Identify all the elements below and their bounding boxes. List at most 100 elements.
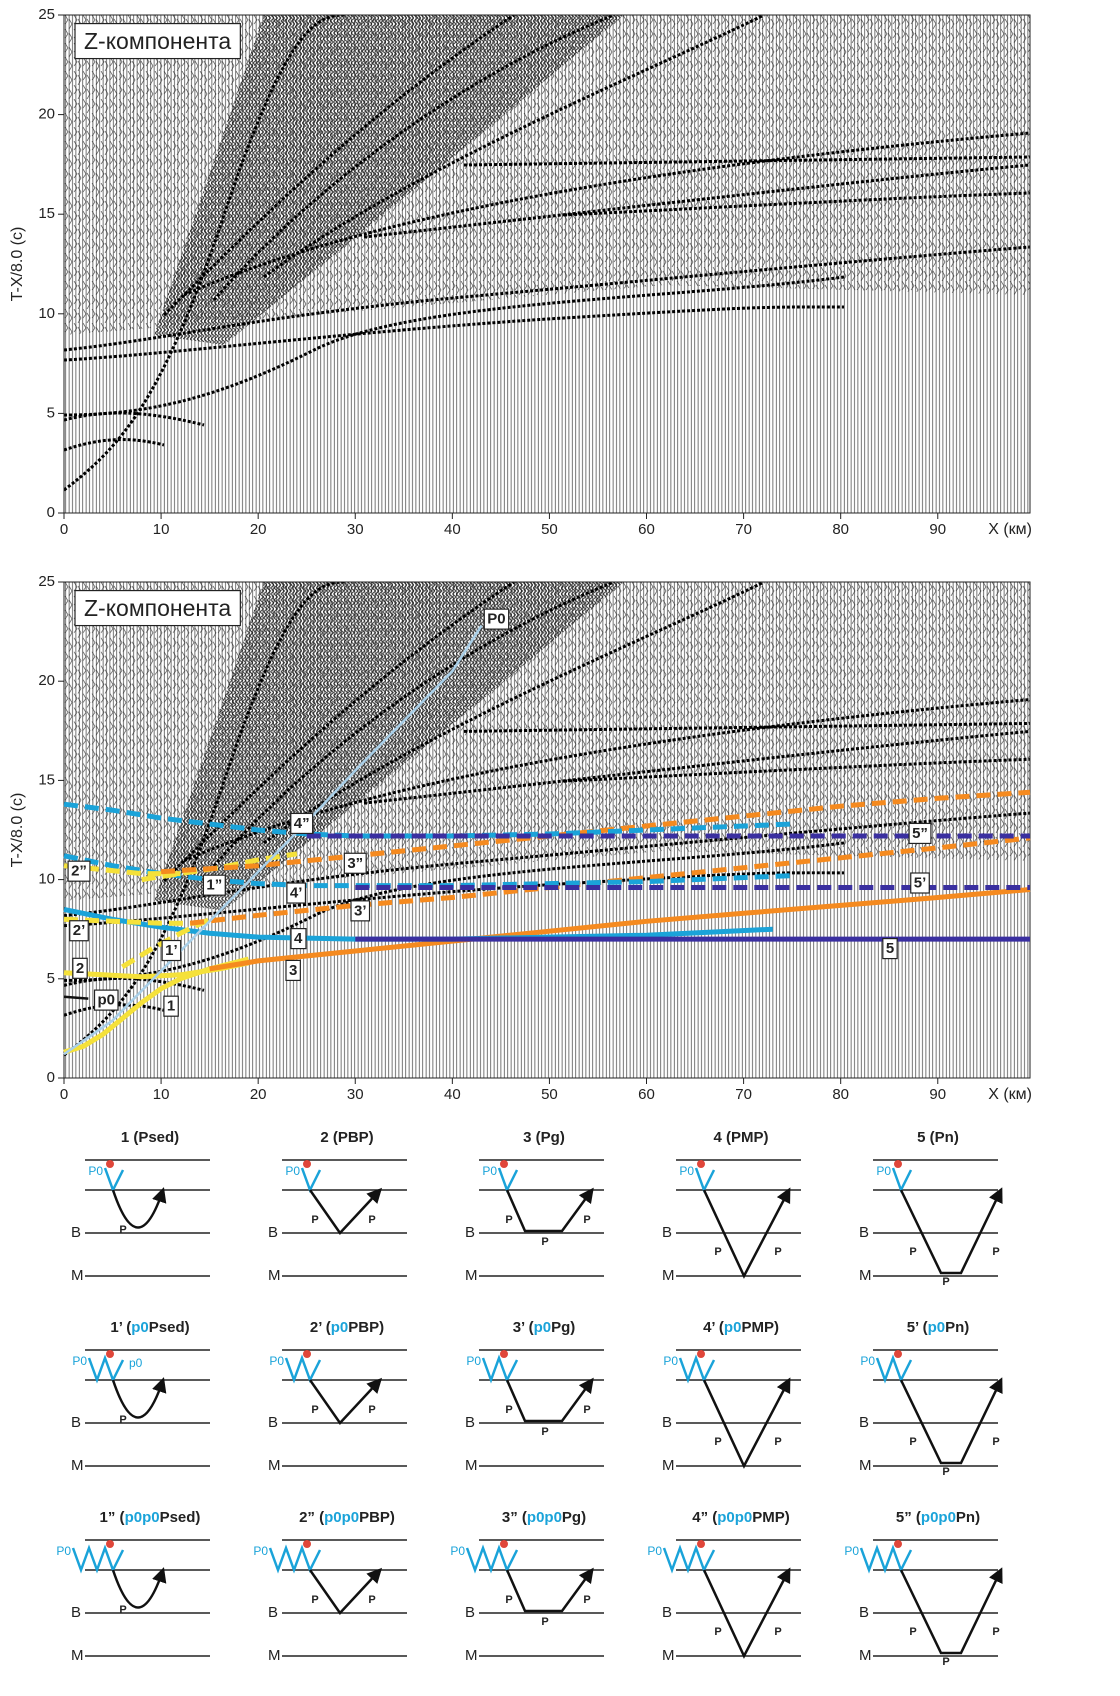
y-tick-label: 20 xyxy=(38,106,55,123)
title-part: Pn) xyxy=(945,1319,969,1336)
diagram-title: 5’ (p0Pn) xyxy=(907,1319,970,1336)
label-box xyxy=(290,928,307,950)
curve-label: 2” xyxy=(71,863,87,880)
boundary-label: B xyxy=(71,1604,81,1621)
source-label: P0 xyxy=(88,1164,103,1178)
boundary-label: M xyxy=(268,1457,281,1474)
ray-diagram: 4” (p0p0PMP) B M P0 P P xyxy=(647,1509,801,1664)
curve-label: 5 xyxy=(886,940,894,957)
curve-label: 4 xyxy=(294,930,303,947)
y-tick-label: 15 xyxy=(38,771,55,788)
title-part: Psed) xyxy=(138,1129,179,1146)
y-tick-label: 5 xyxy=(47,404,55,421)
boundary-label: B xyxy=(465,1414,475,1431)
ray-diagram: 3 (Pg) B M P0 P P P xyxy=(465,1129,604,1284)
y-tick-label: 0 xyxy=(47,1069,55,1086)
boundary-label: M xyxy=(859,1267,872,1284)
source xyxy=(697,1540,705,1548)
label-box xyxy=(69,920,89,942)
diagram-title: 5” (p0p0Pn) xyxy=(896,1509,980,1526)
ray-label: P xyxy=(992,1246,999,1258)
source xyxy=(500,1160,508,1168)
ray-diagram: 5’ (p0Pn) B M P0 P P P xyxy=(859,1319,1003,1478)
title-part: p0 xyxy=(724,1319,742,1336)
diagram-title: 4’ (p0PMP) xyxy=(703,1319,779,1336)
x-tick-label: 90 xyxy=(929,1086,946,1103)
source-label: P0 xyxy=(876,1164,891,1178)
seismic-traces xyxy=(64,582,1030,1078)
title-part: 3 ( xyxy=(523,1129,541,1146)
source xyxy=(500,1350,508,1358)
title-part: 2” ( xyxy=(299,1509,324,1526)
multiple-label: p0 xyxy=(129,1356,143,1370)
boundary-label: M xyxy=(859,1457,872,1474)
ray-label: P xyxy=(909,1626,916,1638)
curve-label: 1” xyxy=(206,877,222,894)
ray-label: P xyxy=(942,1276,949,1288)
title-part: 1’ ( xyxy=(110,1319,131,1336)
label-box xyxy=(290,812,314,835)
boundary-label: B xyxy=(71,1224,81,1241)
ray-label: P xyxy=(505,1594,512,1606)
title-part: Pg) xyxy=(551,1319,575,1336)
title-part: Psed) xyxy=(160,1509,201,1526)
ray xyxy=(111,1377,167,1419)
x-tick-label: 0 xyxy=(60,521,68,538)
diagram-title: 5 (Pn) xyxy=(917,1129,959,1146)
label-box xyxy=(285,959,301,982)
title-part: p0p0 xyxy=(125,1509,160,1526)
label-box xyxy=(350,900,371,922)
boundary-label: M xyxy=(662,1267,675,1284)
ray xyxy=(505,1187,594,1233)
boundary-label: B xyxy=(859,1604,869,1621)
boundary-label: M xyxy=(662,1457,675,1474)
ray-diagram: 5” (p0p0Pn) B M P0 P P P xyxy=(844,1509,1003,1668)
x-tick-label: 80 xyxy=(832,1086,849,1103)
diagram-title: 3’ (p0Pg) xyxy=(513,1319,576,1336)
ray-label: P xyxy=(505,1404,512,1416)
curve-label: 5’ xyxy=(914,875,927,892)
source xyxy=(697,1350,705,1358)
ray-diagram: 3’ (p0Pg) B M P0 P P P xyxy=(465,1319,604,1474)
y-tick-label: 0 xyxy=(47,504,55,521)
y-axis-title: T-X/8.0 (c) xyxy=(9,227,26,302)
y-tick-label: 10 xyxy=(38,871,55,888)
multiple-ray xyxy=(103,1167,125,1194)
title-part: 2’ ( xyxy=(310,1319,331,1336)
annotation: Z-компонента xyxy=(84,595,231,621)
ray-label: P xyxy=(311,1404,318,1416)
x-tick-label: 30 xyxy=(347,521,364,538)
title-part: 4” ( xyxy=(692,1509,717,1526)
ray-label: P xyxy=(311,1214,318,1226)
boundary-label: M xyxy=(859,1647,872,1664)
source xyxy=(303,1160,311,1168)
multiple-ray xyxy=(859,1544,913,1574)
title-part: PBP) xyxy=(348,1319,384,1336)
source-label: P0 xyxy=(663,1354,678,1368)
source xyxy=(697,1160,705,1168)
curve-label: 1’ xyxy=(165,942,178,959)
ray-diagram: 2 (PBP) B M P0 P P xyxy=(268,1129,407,1284)
source-label: P0 xyxy=(466,1354,481,1368)
picked-curve xyxy=(63,863,181,877)
boundary-label: M xyxy=(662,1647,675,1664)
ray-label: P xyxy=(714,1436,721,1448)
ray-diagram: 3” (p0p0Pg) B M P0 P P P xyxy=(450,1509,604,1664)
title-part: 2 ( xyxy=(320,1129,338,1146)
boundary-label: M xyxy=(71,1457,84,1474)
ray-label: P xyxy=(714,1626,721,1638)
ray-label: P xyxy=(541,1236,548,1248)
ray-label: P xyxy=(368,1404,375,1416)
curve-label: 4” xyxy=(294,815,310,832)
title-part: PBP) xyxy=(359,1509,395,1526)
x-tick-label: 40 xyxy=(444,521,461,538)
ray xyxy=(308,1187,383,1235)
title-part: Pg) xyxy=(541,1129,565,1146)
diagram-title: 4” (p0p0PMP) xyxy=(692,1509,790,1526)
title-part: 1” ( xyxy=(100,1509,125,1526)
label-box xyxy=(74,589,241,627)
label-box xyxy=(910,872,930,894)
x-tick-label: 60 xyxy=(638,1086,655,1103)
